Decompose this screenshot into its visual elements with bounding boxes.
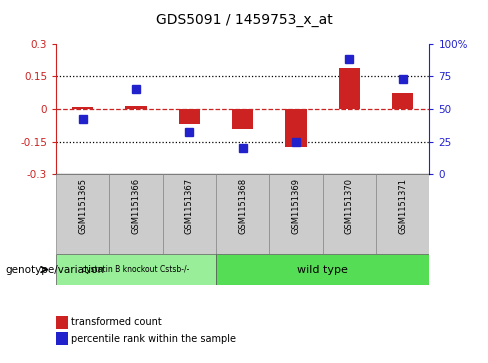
Bar xyxy=(109,174,163,254)
Text: GSM1151366: GSM1151366 xyxy=(132,178,141,234)
Text: GSM1151367: GSM1151367 xyxy=(185,178,194,234)
Text: wild type: wild type xyxy=(297,265,348,274)
Bar xyxy=(376,174,429,254)
Bar xyxy=(125,106,147,109)
Text: cystatin B knockout Cstsb-/-: cystatin B knockout Cstsb-/- xyxy=(82,265,190,274)
Bar xyxy=(56,254,216,285)
Bar xyxy=(323,174,376,254)
Text: percentile rank within the sample: percentile rank within the sample xyxy=(71,334,236,344)
Bar xyxy=(56,174,109,254)
Bar xyxy=(339,68,360,109)
Bar xyxy=(179,109,200,124)
Bar xyxy=(56,332,68,345)
Text: genotype/variation: genotype/variation xyxy=(5,265,104,274)
Text: GSM1151370: GSM1151370 xyxy=(345,178,354,234)
Text: GSM1151371: GSM1151371 xyxy=(398,178,407,234)
Bar xyxy=(269,174,323,254)
Text: GDS5091 / 1459753_x_at: GDS5091 / 1459753_x_at xyxy=(156,13,332,27)
Bar xyxy=(285,109,307,147)
Bar xyxy=(163,174,216,254)
Text: GSM1151368: GSM1151368 xyxy=(238,178,247,234)
Text: GSM1151365: GSM1151365 xyxy=(78,178,87,234)
Bar xyxy=(56,316,68,329)
Bar xyxy=(216,254,429,285)
Bar xyxy=(72,107,94,109)
Text: GSM1151369: GSM1151369 xyxy=(292,178,301,234)
Text: transformed count: transformed count xyxy=(71,317,162,327)
Bar xyxy=(392,93,413,109)
Bar xyxy=(232,109,253,129)
Bar xyxy=(216,174,269,254)
